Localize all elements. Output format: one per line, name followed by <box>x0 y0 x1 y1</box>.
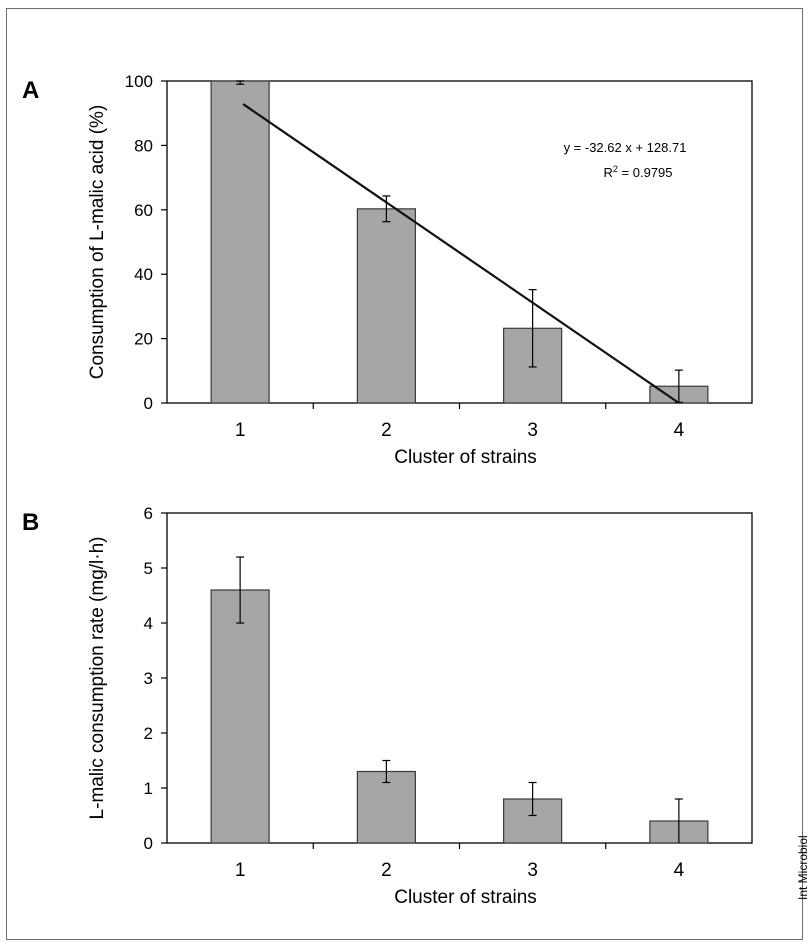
panel-a-category-label: 1 <box>235 420 246 441</box>
panel-a-trendline <box>242 103 680 404</box>
panel-b-category-label: 4 <box>674 860 685 881</box>
panel-b-ytick-label: 0 <box>144 834 153 853</box>
panel-b-category-label: 1 <box>235 860 246 881</box>
panel-a-ytick-label: 20 <box>134 330 153 349</box>
panel-a-bar-2 <box>356 208 416 404</box>
panel-a-x-axis-label: Cluster of strains <box>394 447 537 468</box>
panel-a-bar-1 <box>210 80 270 404</box>
panel-b-label: B <box>22 509 39 536</box>
panel-b-ytick-label: 2 <box>144 724 153 743</box>
panel-a-ytick-label: 0 <box>144 394 153 413</box>
panel-b-ytick-label: 6 <box>144 504 153 523</box>
panel-b-ytick-label: 4 <box>144 614 153 633</box>
panel-a-y-axis-label: Consumption of L-malic acid (%) <box>87 105 108 380</box>
panel-a-ytick-label: 60 <box>134 201 153 220</box>
panel-b-ytick-label: 3 <box>144 669 153 688</box>
panel-b-bar-1 <box>210 589 270 844</box>
panel-b-ytick-label: 5 <box>144 559 153 578</box>
panel-a-label: A <box>22 77 39 104</box>
credit-text: Int Microbiol <box>796 835 809 900</box>
panel-a-category-label: 2 <box>381 420 392 441</box>
panel-b-ytick-label: 1 <box>144 779 153 798</box>
panel-a-trend-r2: R2 = 0.9795 <box>604 164 673 180</box>
panel-b-category-label: 3 <box>527 860 538 881</box>
panel-b-x-axis-label: Cluster of strains <box>394 887 537 908</box>
panel-b-category-label: 2 <box>381 860 392 881</box>
panel-a-ytick-label: 80 <box>134 136 153 155</box>
panel-a-ytick-label: 100 <box>125 72 153 91</box>
panel-a-ytick-label: 40 <box>134 265 153 284</box>
panel-a-category-label: 4 <box>674 420 685 441</box>
panel-b-y-axis-label: L-malic consumption rate (mg/l·h) <box>87 537 108 820</box>
panel-b-bar-2 <box>356 770 416 844</box>
panel-a-category-label: 3 <box>527 420 538 441</box>
panel-a-trend-equation: y = -32.62 x + 128.71 <box>564 140 687 155</box>
